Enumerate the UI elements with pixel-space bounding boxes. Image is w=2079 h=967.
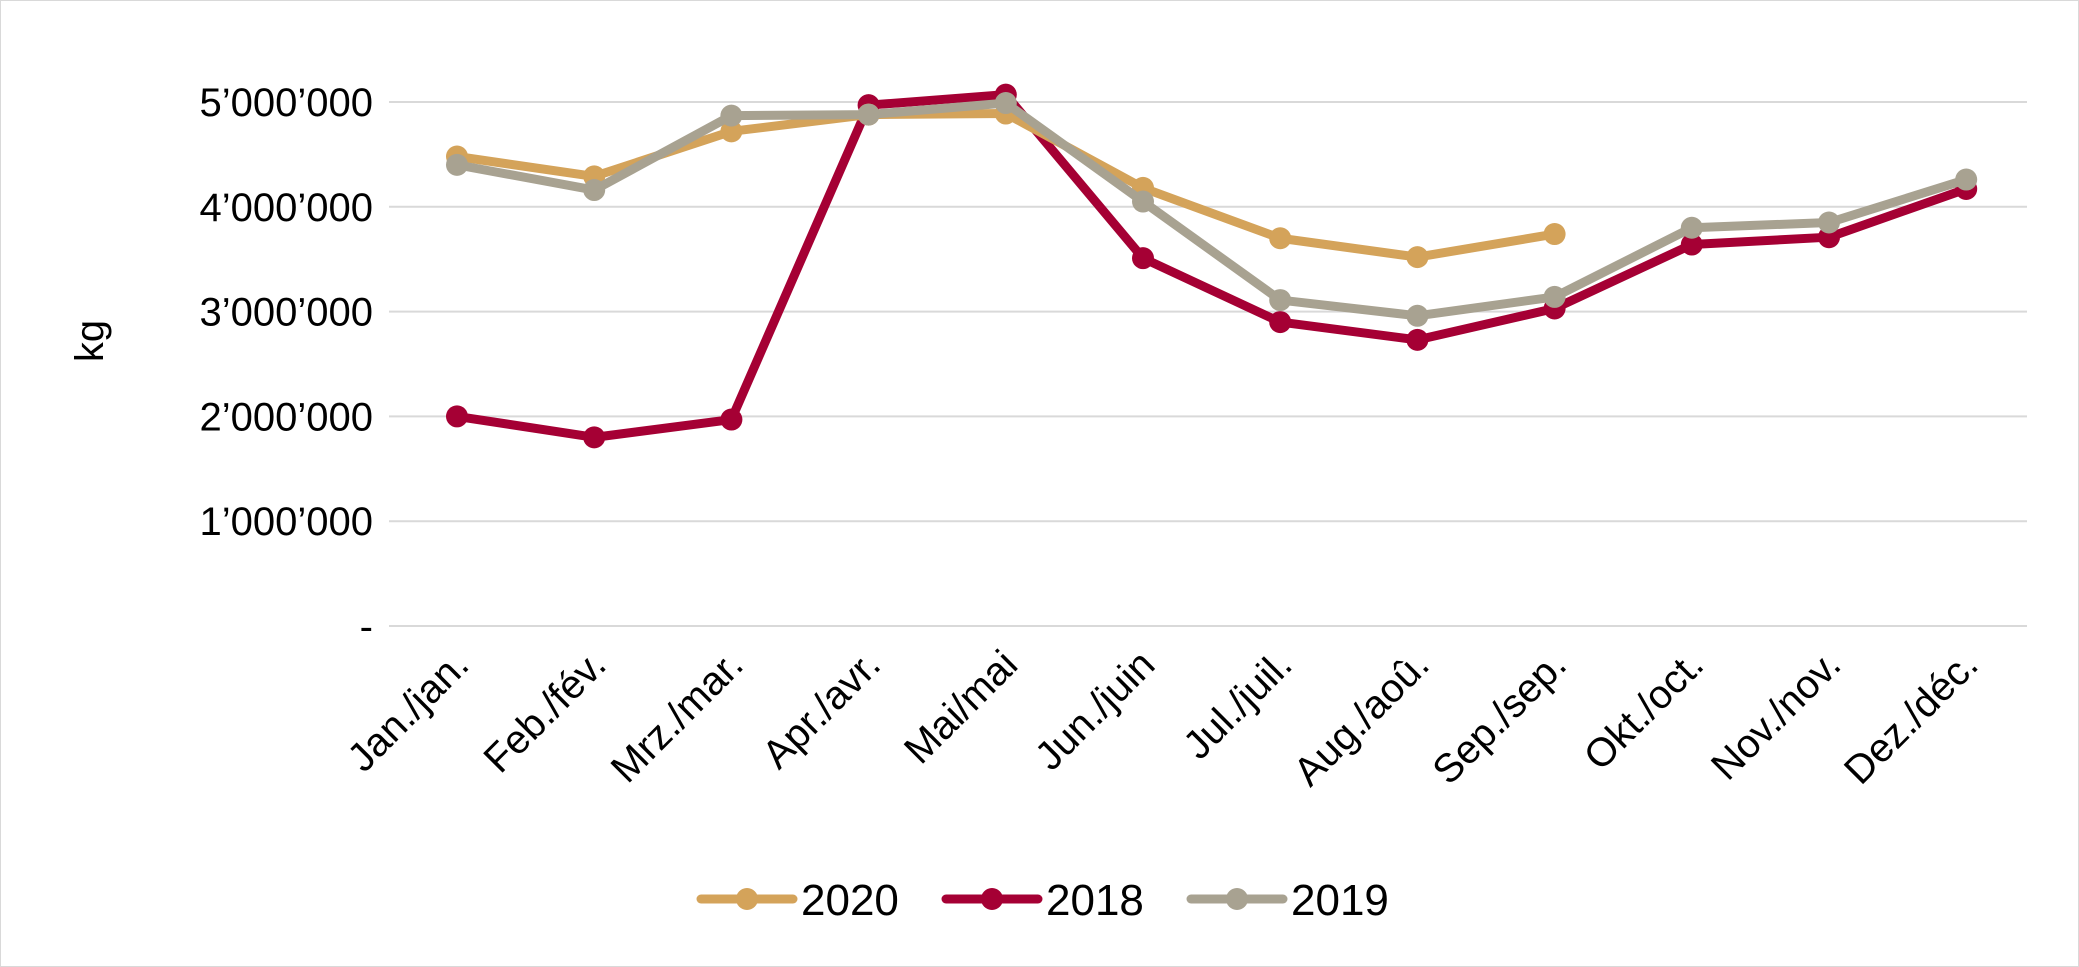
- data-point: [1680, 216, 1703, 239]
- data-point: [1132, 190, 1154, 213]
- series-line-2020: [452, 109, 1560, 262]
- x-tick-label: Jun./juin: [1027, 642, 1163, 778]
- x-tick-label: Dez./déc.: [1836, 642, 1987, 793]
- y-tick-label: 4’000’000: [200, 186, 374, 230]
- data-point: [720, 104, 743, 127]
- y-tick-label: 1’000’000: [200, 500, 374, 544]
- data-point: [1406, 246, 1429, 269]
- y-axis-label: kg: [68, 320, 112, 362]
- x-tick-label: Okt./oct.: [1576, 642, 1712, 778]
- data-point: [857, 103, 880, 126]
- x-tick-label: Feb./fév.: [476, 642, 615, 781]
- data-point: [1818, 211, 1840, 234]
- legend-item-2020: 2020: [696, 876, 899, 925]
- legend-swatch-marker: [736, 888, 758, 910]
- x-tick-label: Jul./juil.: [1175, 642, 1300, 767]
- data-point: [994, 92, 1017, 115]
- grid-lines: [389, 101, 2027, 627]
- data-point: [1955, 168, 1978, 191]
- x-tick-label: Apr./avr.: [754, 642, 889, 777]
- series-2020: [446, 102, 1566, 269]
- y-tick-label: 2’000’000: [200, 395, 374, 439]
- data-point: [1406, 328, 1429, 351]
- data-point: [1132, 247, 1154, 270]
- series-lines: [446, 83, 1978, 449]
- x-tick-label: Jan./jan.: [339, 642, 477, 780]
- data-point: [720, 408, 743, 431]
- data-point: [1269, 311, 1292, 334]
- series-2019: [446, 92, 1978, 327]
- legend-swatch-marker: [1226, 888, 1248, 910]
- legend-label: 2019: [1291, 876, 1389, 925]
- legend-item-2018: 2018: [941, 876, 1144, 925]
- data-point: [1269, 227, 1292, 250]
- legend-item-2019: 2019: [1186, 876, 1389, 925]
- data-point: [1543, 223, 1566, 246]
- data-point: [1269, 289, 1292, 312]
- x-tick-label: Nov./nov.: [1703, 642, 1849, 788]
- x-tick-label: Mai/mai: [896, 642, 1026, 772]
- y-tick-label: 5’000’000: [200, 81, 374, 125]
- legend-label: 2018: [1046, 876, 1144, 925]
- legend: 2020 2018 2019: [696, 876, 1389, 925]
- data-point: [583, 426, 606, 449]
- x-tick-label: Sep./sep.: [1424, 642, 1575, 793]
- x-tick-label: Aug./aoû.: [1286, 642, 1438, 794]
- y-tick-labels: - 1’000’000 2’000’000 3’000’000 4’000’000 5’0…: [200, 81, 374, 649]
- data-point: [1543, 285, 1566, 308]
- legend-swatch-marker: [981, 888, 1003, 910]
- x-tick-label: Mrz./mar.: [603, 642, 752, 791]
- data-point: [583, 179, 606, 202]
- series-line-2019: [452, 98, 1971, 321]
- data-point: [446, 405, 468, 428]
- series-line-2018: [452, 90, 1971, 442]
- y-tick-label: 3’000’000: [200, 291, 374, 335]
- legend-label: 2020: [801, 876, 899, 925]
- data-point: [1680, 233, 1703, 256]
- y-tick-label: -: [360, 605, 373, 649]
- data-point: [720, 120, 743, 143]
- data-point: [1406, 304, 1429, 327]
- x-tick-labels: Jan./jan.Feb./fév.Mrz./mar. Apr./avr. Mai/…: [339, 642, 1986, 794]
- data-point: [446, 153, 468, 176]
- series-2018: [446, 83, 1978, 449]
